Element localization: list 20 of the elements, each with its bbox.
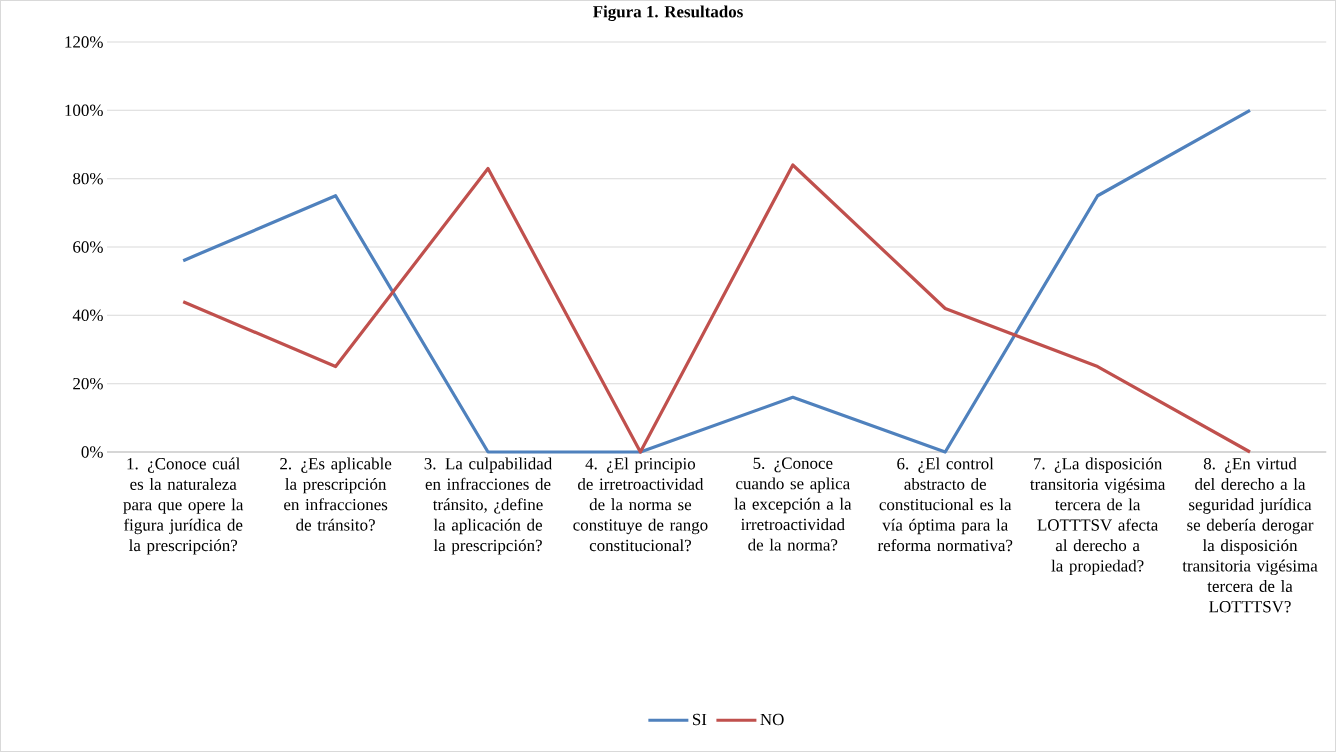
x-tick-label: 1. ¿Conoce cuál es la naturaleza para que opere la figura jurídica de la prescripción? [123, 457, 244, 555]
y-tick-label: 40% [72, 309, 103, 322]
x-tick-label: 3. La culpabilidad en infracciones de tránsito, ¿define la aplicación de la prescripción? [424, 457, 553, 555]
legend-label: NO [760, 713, 784, 726]
x-tick-label: 2. ¿Es aplicable la prescripción en infracciones de tránsito? [280, 457, 392, 531]
x-tick-label: 5. ¿Conoce cuando se aplica la excepción a la irretroactividad de la norma? [734, 457, 852, 551]
line-series [181, 108, 1252, 454]
x-tick-label: 6. ¿El control abstracto de constitucional es la vía óptima para la reforma normativa? [877, 457, 1013, 552]
y-tick-label: 120% [65, 36, 103, 48]
y-tick-label: 60% [73, 241, 103, 253]
legend-label: SI [693, 713, 707, 726]
y-tick-label: 0% [81, 446, 103, 458]
x-tick-label: 4. ¿El principio de irretroactividad de la norma se constituye de rango constitucional? [573, 457, 708, 552]
x-tick-label: 8. ¿En virtud del derecho a la seguridad jurídica se debería derogar la disposición transitoria vigésima tercera de la LOTTTSV? [1182, 457, 1318, 613]
x-tick-label: 7. ¿La disposición transitoria vigésima tercera de la LOTTTSV afecta al derecho a la propiedad? [1030, 457, 1166, 576]
y-tick-label: 100% [65, 104, 103, 117]
chart-title: Figura 1. Resultados [593, 5, 743, 21]
y-tick-label: 80% [73, 172, 103, 185]
line-series [181, 163, 1252, 454]
y-tick-label: 20% [73, 377, 103, 390]
